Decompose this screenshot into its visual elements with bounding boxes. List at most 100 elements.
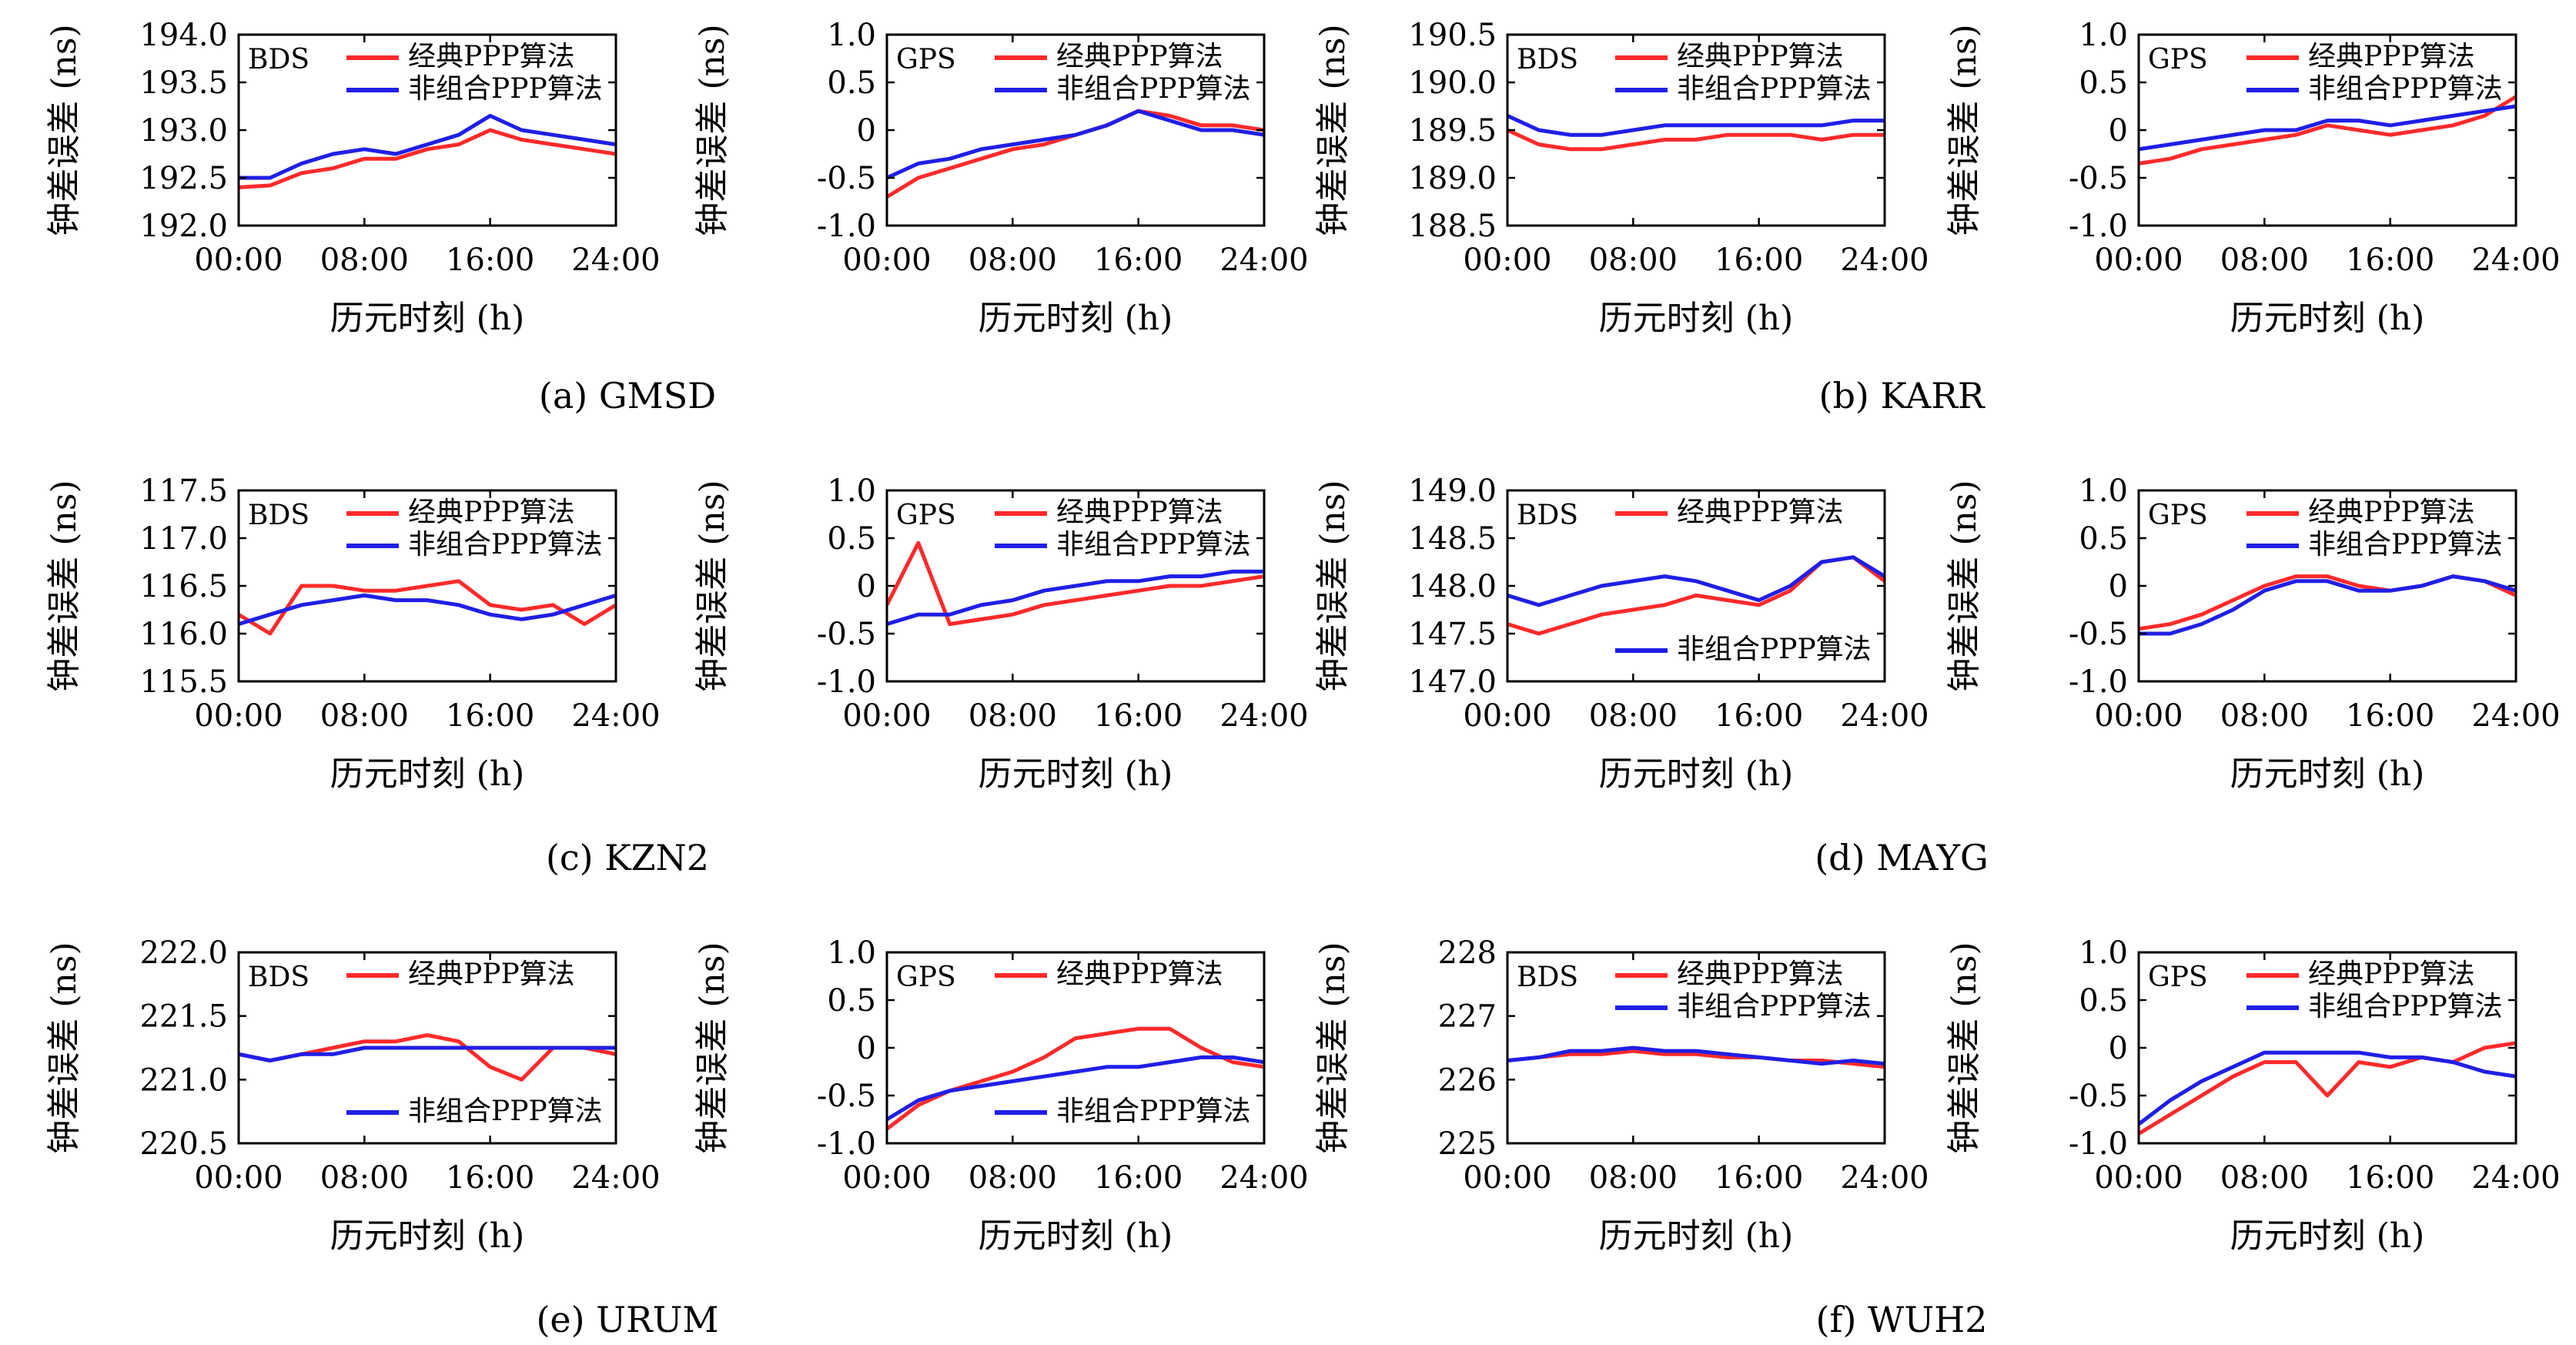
legend-classic-label: 经典PPP算法 [1056,959,1223,990]
y-tick-label: 1.0 [827,473,876,509]
x-tick-label: 08:00 [320,698,409,734]
chart-panel-gmsd-gps: -1.0 -0.5 0 0.5 1.0 00:00 08:00 16:00 24:00 历元时刻 … [693,18,1309,338]
system-label: GPS [896,962,956,993]
x-tick-label: 24:00 [2471,1160,2560,1196]
series-line-classic [1507,1049,1885,1069]
plot-frame [237,951,617,1145]
y-tick-label: 147.5 [1408,617,1497,652]
y-axis-title: 钟差误差 (ns) [45,24,84,236]
system-label: GPS [2148,500,2208,531]
x-tick-label: 16:00 [2346,698,2434,734]
y-tick-label: 193.0 [139,113,228,149]
y-tick-label: -1.0 [817,664,876,700]
x-tick-label: 00:00 [1463,1160,1551,1196]
legend-classic-label: 经典PPP算法 [1056,41,1223,72]
system-label: BDS [1517,44,1578,75]
subfigure-caption: (e) URUM [536,1299,718,1340]
y-tick-label: 0 [857,569,876,604]
x-tick-label: 16:00 [1715,243,1803,278]
y-axis-title: 钟差误差 (ns) [1945,480,1984,691]
x-tick-label: 08:00 [320,243,409,278]
x-axis-title: 历元时刻 (h) [979,1216,1173,1256]
x-tick-label: 08:00 [320,1160,409,1196]
y-tick-label: 115.5 [139,664,228,700]
y-tick-label: 116.0 [139,617,228,652]
y-tick-label: 193.5 [139,65,228,101]
x-tick-label: 16:00 [1094,698,1183,734]
y-tick-label: 226 [1438,1062,1497,1098]
y-tick-label: 190.0 [1408,65,1497,101]
y-tick-label: 192.5 [139,161,228,196]
x-tick-label: 24:00 [571,1160,660,1196]
y-tick-label: 116.5 [139,569,228,604]
series-line-uncombined [1507,1046,1885,1066]
y-tick-label: 0.5 [827,521,876,557]
series-line-uncombined [239,593,616,626]
y-tick-label: 221.5 [139,999,228,1035]
y-tick-label: 0.5 [2079,65,2128,101]
y-axis-title: 钟差误差 (ns) [45,942,84,1153]
series-line-uncombined [887,569,1264,626]
system-label: BDS [1517,962,1578,993]
subfigure-caption: (c) KZN2 [546,837,709,878]
y-tick-label: 1.0 [2079,473,2128,509]
series-line-classic [887,109,1264,199]
y-tick-label: 147.0 [1408,664,1497,700]
series-line-uncombined [2139,104,2516,152]
x-tick-label: 00:00 [842,243,931,278]
x-tick-label: 16:00 [2346,243,2434,278]
y-tick-label: 221.0 [139,1062,228,1098]
x-axis-title: 历元时刻 (h) [2230,754,2425,794]
y-tick-label: 117.0 [139,521,228,557]
x-tick-label: 16:00 [1715,698,1803,734]
system-label: GPS [896,500,956,531]
legend-uncombined-label: 非组合PPP算法 [1677,73,1872,105]
y-tick-label: 222.0 [139,935,228,971]
system-label: BDS [1517,500,1578,531]
x-axis-title: 历元时刻 (h) [330,299,525,338]
x-tick-label: 08:00 [969,698,1057,734]
x-tick-label: 00:00 [2094,1160,2183,1196]
y-tick-label: 189.0 [1408,161,1497,196]
y-tick-label: 1.0 [827,935,876,971]
series-line-classic [2139,95,2516,166]
legend-classic-label: 经典PPP算法 [408,959,575,990]
legend-uncombined-label: 非组合PPP算法 [2308,73,2503,105]
legend-classic-label: 经典PPP算法 [2308,41,2475,72]
x-tick-label: 00:00 [1463,698,1551,734]
x-tick-label: 08:00 [969,1160,1057,1196]
x-axis-title: 历元时刻 (h) [1599,754,1794,794]
legend-uncombined-label: 非组合PPP算法 [408,73,603,105]
chart-panel-wuh2-gps: -1.0 -0.5 0 0.5 1.0 00:00 08:00 16:00 24:00 历元时刻 … [1945,935,2561,1256]
y-tick-label: 189.5 [1408,113,1497,149]
legend-classic-label: 经典PPP算法 [1677,959,1844,990]
series-line-uncombined [887,109,1264,180]
chart-panel-karr-bds: 188.5 189.0 189.5 190.0 190.5 00:00 08:00 16:00… [1313,18,1929,338]
series-line-uncombined [1507,114,1885,137]
y-tick-label: 194.0 [139,18,228,53]
series-line-classic [239,579,616,636]
legend-uncombined-label: 非组合PPP算法 [1056,73,1251,105]
chart-panel-karr-gps: -1.0 -0.5 0 0.5 1.0 00:00 08:00 16:00 24:00 历元时刻 … [1945,18,2561,338]
legend-uncombined-label: 非组合PPP算法 [2308,991,2503,1022]
x-tick-label: 24:00 [1840,1160,1929,1196]
system-label: GPS [896,44,956,75]
subfigure-caption: (a) GMSD [539,375,716,417]
legend-uncombined-label: 非组合PPP算法 [1056,529,1251,560]
y-tick-label: 117.5 [139,473,228,509]
x-axis-title: 历元时刻 (h) [979,754,1173,794]
series-line-uncombined [2139,574,2516,636]
legend-uncombined-label: 非组合PPP算法 [2308,529,2503,560]
x-tick-label: 16:00 [446,243,534,278]
y-axis-title: 钟差误差 (ns) [693,942,732,1153]
legend-classic-label: 经典PPP算法 [1056,497,1223,528]
y-axis-title: 钟差误差 (ns) [1945,24,1984,236]
x-tick-label: 16:00 [1094,243,1183,278]
y-tick-label: 148.0 [1408,569,1497,604]
x-tick-label: 24:00 [1219,243,1308,278]
chart-panel-wuh2-bds: 225 226 227 228 00:00 08:00 16:00 24:00 历元时刻 (h)… [1313,935,1929,1256]
x-tick-label: 08:00 [969,243,1057,278]
x-tick-label: 08:00 [1589,1160,1678,1196]
y-tick-label: 1.0 [2079,18,2128,53]
y-tick-label: -0.5 [817,161,876,196]
